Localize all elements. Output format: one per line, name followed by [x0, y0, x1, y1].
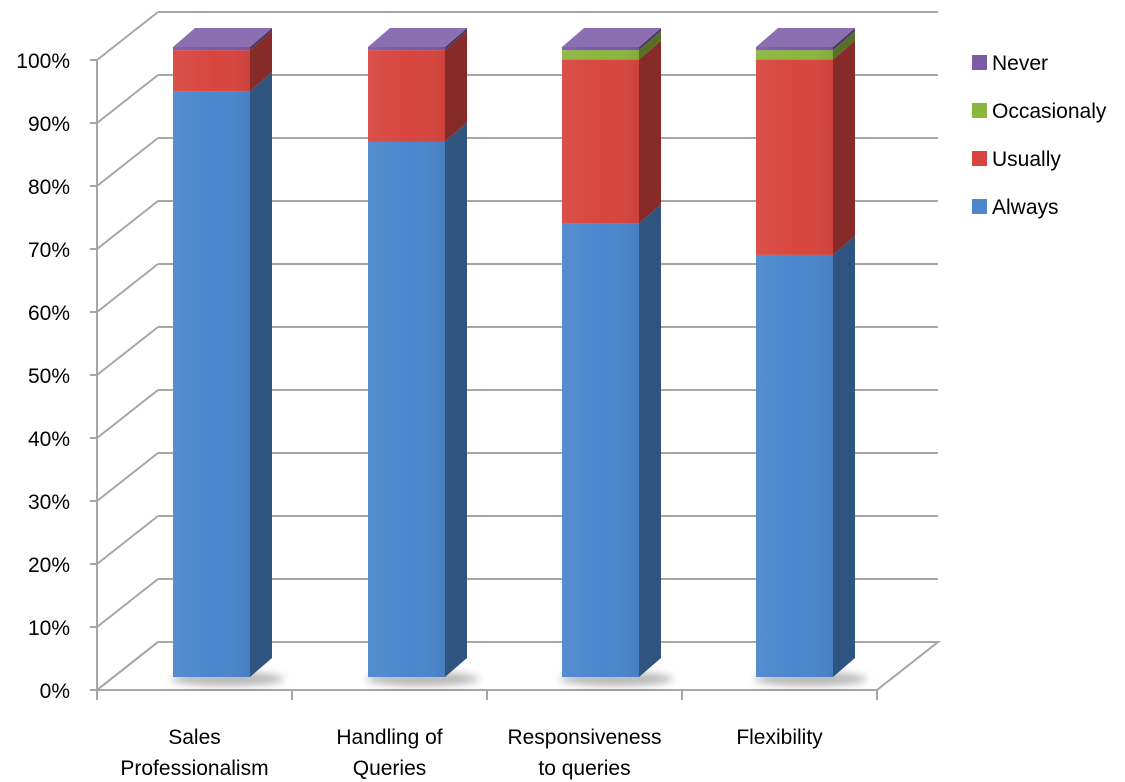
x-category-label: Flexibility — [736, 726, 823, 749]
y-tick-label: 70% — [28, 239, 70, 262]
x-category-label-line: to queries — [538, 757, 630, 780]
legend-swatch-always — [972, 199, 987, 214]
bar-top-face — [368, 28, 467, 47]
legend-swatch-occasionaly — [972, 103, 987, 118]
bar-segment-usually — [562, 40, 661, 224]
x-category-label-line: Professionalism — [120, 757, 268, 780]
bar-side-face — [639, 204, 661, 677]
gridline-diagonal — [96, 74, 159, 124]
y-tick-label: 80% — [28, 176, 70, 199]
gridline-diagonal — [96, 515, 159, 565]
bar-front-shading — [756, 254, 833, 677]
y-tick-label: 100% — [16, 50, 70, 73]
bar-front-shading — [756, 50, 833, 60]
legend-label-always: Always — [992, 196, 1059, 219]
chart-floor — [94, 641, 941, 691]
bar-front-shading — [368, 50, 445, 142]
gridline-diagonal — [96, 200, 159, 250]
gridline-diagonal — [96, 389, 159, 439]
bar-segment-always — [173, 72, 272, 678]
bar-side-face — [833, 235, 855, 677]
bar-side-face — [833, 40, 855, 255]
bar-side-face — [639, 40, 661, 224]
bar-top-face — [756, 28, 855, 47]
bar-front-shading — [756, 47, 833, 51]
bar-side-face — [445, 122, 467, 677]
y-tick-label: 10% — [28, 617, 70, 640]
bar-side-face — [445, 31, 467, 142]
legend: Never Occasionaly Usually Always — [972, 52, 1107, 219]
legend-label-never: Never — [992, 52, 1048, 75]
bar-segment-always — [368, 122, 467, 677]
bar-segment-never — [368, 28, 467, 51]
bar-segment-usually — [368, 31, 467, 142]
y-tick-label: 20% — [28, 554, 70, 577]
y-tick-label: 30% — [28, 491, 70, 514]
bar-segment-usually — [756, 40, 855, 255]
bar-front-shading — [368, 141, 445, 677]
bar-side-face — [250, 72, 272, 678]
legend-label-occasionaly: Occasionaly — [992, 100, 1107, 123]
y-tick-label: 50% — [28, 365, 70, 388]
bar-segment-usually — [173, 31, 272, 92]
x-category-label: Handling of Queries — [336, 726, 442, 780]
y-axis-tick-labels: 0% 10% 20% 30% 40% 50% 60% 70% 80% 90% 100% — [16, 50, 70, 703]
bar-segment-never — [562, 28, 661, 51]
gridline-diagonal — [96, 11, 159, 61]
axes — [90, 59, 941, 700]
bar-segment-always — [562, 204, 661, 677]
bar-front-shading — [173, 50, 250, 92]
x-category-label-line: Flexibility — [736, 726, 823, 749]
gridline-diagonal — [96, 326, 159, 376]
bar-segment-occasionaly — [562, 31, 661, 60]
bar-front-shading — [562, 50, 639, 60]
legend-label-usually: Usually — [992, 148, 1061, 171]
bar-side-face — [833, 31, 855, 60]
x-category-label: Sales Professionalism — [120, 726, 268, 780]
legend-swatch-usually — [972, 151, 987, 166]
bars — [173, 28, 855, 678]
bar-segment-never — [173, 28, 272, 51]
gridline-diagonal — [96, 452, 159, 502]
bar-side-face — [445, 28, 467, 51]
y-tick-label: 40% — [28, 428, 70, 451]
bar-side-face — [250, 31, 272, 92]
bar-side-face — [250, 28, 272, 51]
bar-front-shading — [562, 223, 639, 677]
bar-side-face — [639, 28, 661, 51]
bar-side-face — [833, 28, 855, 51]
bar-segment-never — [756, 28, 855, 51]
bar-front-shading — [562, 47, 639, 51]
bar-segment-occasionaly — [756, 31, 855, 60]
x-category-label-line: Sales — [168, 726, 221, 749]
bar-side-face — [639, 31, 661, 60]
gridline-diagonal — [96, 578, 159, 628]
x-axis-category-labels: Sales Professionalism Handling of Queries Re… — [120, 726, 823, 780]
bar-front-shading — [562, 59, 639, 224]
x-category-label-line: Handling of — [336, 726, 442, 749]
y-tick-label: 60% — [28, 302, 70, 325]
bar-front-shading — [756, 59, 833, 255]
bar-top-face — [562, 28, 661, 47]
x-category-label-line: Responsiveness — [507, 726, 661, 749]
y-tick-label: 90% — [28, 113, 70, 136]
bar-front-shading — [173, 47, 250, 51]
bar-front-shading — [368, 47, 445, 51]
gridline-diagonal — [96, 137, 159, 187]
bar-front-shading — [173, 91, 250, 678]
legend-swatch-never — [972, 55, 987, 70]
y-tick-label: 0% — [40, 680, 70, 703]
x-category-label: Responsiveness to queries — [507, 726, 661, 780]
x-category-label-line: Queries — [353, 757, 427, 780]
bar-top-face — [173, 28, 272, 47]
bar-segment-always — [756, 235, 855, 677]
gridline-diagonal — [96, 263, 159, 313]
